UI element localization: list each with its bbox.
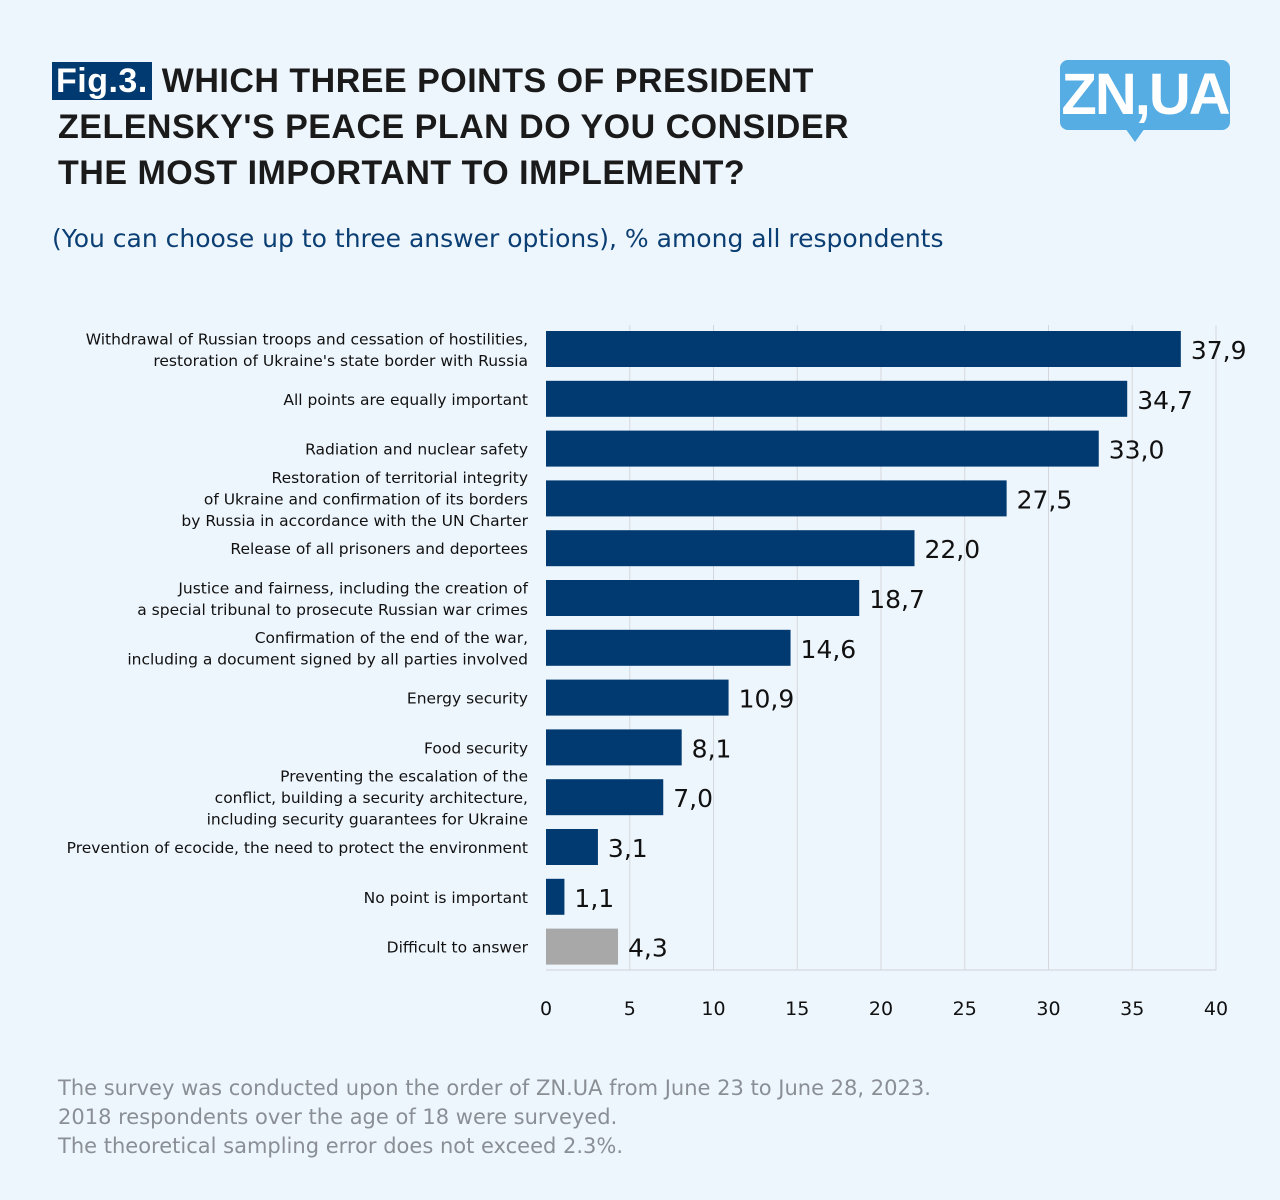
bar [546,829,598,865]
category-label: Radiation and nuclear safety [305,441,528,459]
bar [546,331,1181,367]
value-label: 7,0 [673,784,713,813]
footer-line: The survey was conducted upon the order … [58,1076,931,1100]
x-tick-label: 20 [869,998,893,1020]
category-label: Food security [424,739,528,757]
category-label: Withdrawal of Russian troops and cessati… [86,330,528,348]
x-tick-label: 5 [624,998,636,1020]
category-label: Justice and fairness, including the crea… [177,579,528,597]
category-label: of Ukraine and confirmation of its borde… [204,490,528,508]
bar [546,380,1128,417]
bar [546,679,729,716]
value-label: 27,5 [1017,485,1073,514]
bar [546,530,915,567]
x-tick-label: 10 [701,998,725,1020]
value-label: 18,7 [869,585,925,614]
category-label: by Russia in accordance with the UN Char… [181,512,528,530]
value-label: 14,6 [801,635,857,664]
category-label: Energy security [407,690,528,708]
x-tick-label: 0 [540,998,552,1020]
subtitle: (You can choose up to three answer optio… [52,224,944,253]
category-label: restoration of Ukraine's state border wi… [153,352,528,370]
zn-ua-logo: ZN,UA [1060,60,1231,130]
value-label: 33,0 [1109,436,1165,465]
bar [546,878,565,915]
category-label: including security guarantees for Ukrain… [207,811,528,829]
bar [546,729,682,766]
value-label: 37,9 [1191,336,1247,365]
title-line-2: ZELENSKY'S PEACE PLAN DO YOU CONSIDER [58,108,850,146]
category-label: a special tribunal to prosecute Russian … [137,601,528,619]
value-label: 3,1 [608,834,648,863]
title-line-3: THE MOST IMPORTANT TO IMPLEMENT? [58,154,746,192]
category-label: Release of all prisoners and deportees [230,540,528,558]
bar [546,629,791,666]
bar [546,430,1099,467]
category-label: Confirmation of the end of the war, [255,629,528,647]
title-line-1: Fig.3. WHICH THREE POINTS OF PRESIDENT [52,62,814,101]
value-label: 1,1 [574,884,614,913]
logo-speech-tail [1125,128,1145,142]
x-tick-label: 40 [1204,998,1228,1020]
category-label: All points are equally important [283,391,528,409]
bar [546,480,1007,517]
category-label: Prevention of ecocide, the need to prote… [67,839,528,857]
category-label: including a document signed by all parti… [127,651,528,669]
value-label: 34,7 [1137,386,1193,415]
footer-note: The survey was conducted upon the order … [58,1074,931,1161]
bar [546,580,860,616]
category-label: conflict, building a security architectu… [215,789,528,807]
value-label: 4,3 [628,934,668,963]
bar [546,928,619,965]
footer-line: The theoretical sampling error does not … [58,1134,624,1158]
x-tick-label: 25 [953,998,977,1020]
category-label: Restoration of territorial integrity [272,469,528,487]
value-label: 10,9 [739,685,795,714]
value-label: 8,1 [692,734,732,763]
value-label: 22,0 [925,535,981,564]
category-label: Preventing the escalation of the [280,768,528,786]
title-text: WHICH THREE POINTS OF PRESIDENT [161,62,814,100]
x-tick-label: 35 [1120,998,1144,1020]
bar-chart: 0 5 10 15 20 25 30 35 40 37,9 Withdrawal of Russia… [67,325,1247,1020]
fig-label: Fig.3. [52,62,152,100]
x-tick-label: 15 [785,998,809,1020]
category-label: Difficult to answer [387,939,529,957]
category-label: No point is important [364,889,528,907]
bar [546,779,664,816]
x-tick-label: 30 [1036,998,1060,1020]
footer-line: 2018 respondents over the age of 18 were… [58,1105,618,1129]
